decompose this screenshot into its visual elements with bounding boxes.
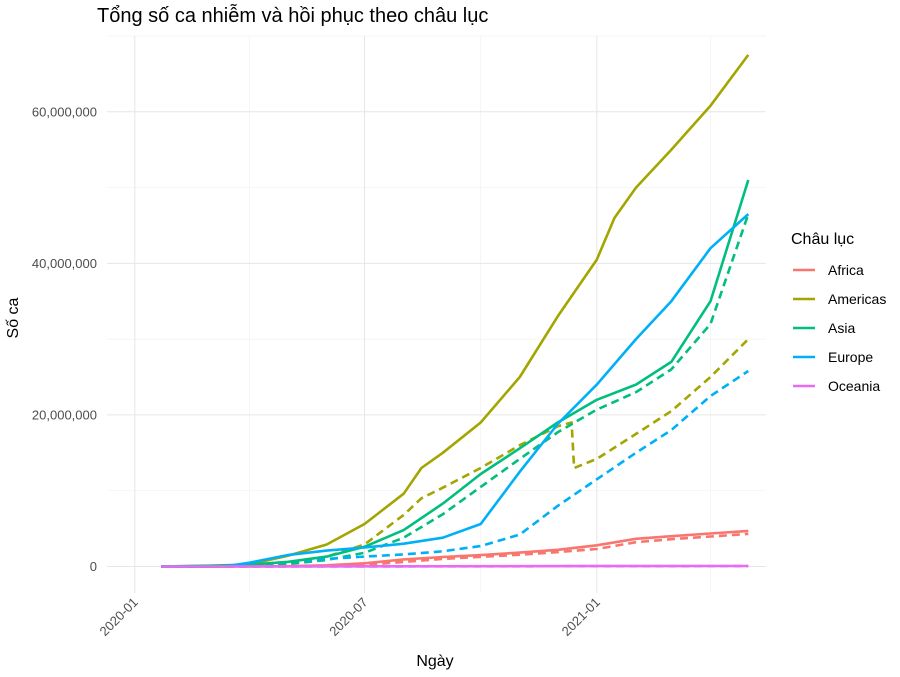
x-tick-label: 2021-01 — [559, 595, 603, 639]
y-axis-title: Số ca — [5, 297, 22, 338]
y-tick-label: 0 — [90, 559, 97, 574]
grid — [107, 36, 766, 593]
oceania-confirmed-line — [161, 566, 748, 567]
x-axis-tick-labels: 2020-01 2020-07 2021-01 — [97, 595, 603, 639]
x-axis-title: Ngày — [416, 653, 453, 670]
y-axis-tick-labels: 0 20,000,000 40,000,000 60,000,000 — [32, 104, 97, 574]
legend-label-africa: Africa — [828, 262, 864, 278]
legend-label-americas: Americas — [828, 291, 886, 307]
x-tick-label: 2020-07 — [326, 595, 370, 639]
y-tick-label: 60,000,000 — [32, 104, 97, 119]
y-tick-label: 40,000,000 — [32, 256, 97, 271]
legend-label-oceania: Oceania — [828, 378, 880, 394]
plot-panel — [107, 36, 766, 593]
legend: Châu lục Africa Americas Asia Europe Oceania — [791, 231, 886, 394]
legend-title: Châu lục — [791, 231, 854, 248]
legend-label-asia: Asia — [828, 320, 855, 336]
y-tick-label: 20,000,000 — [32, 407, 97, 422]
legend-label-europe: Europe — [828, 349, 873, 365]
chart-title: Tổng số ca nhiễm và hồi phục theo châu l… — [97, 4, 488, 27]
x-tick-label: 2020-01 — [97, 595, 141, 639]
